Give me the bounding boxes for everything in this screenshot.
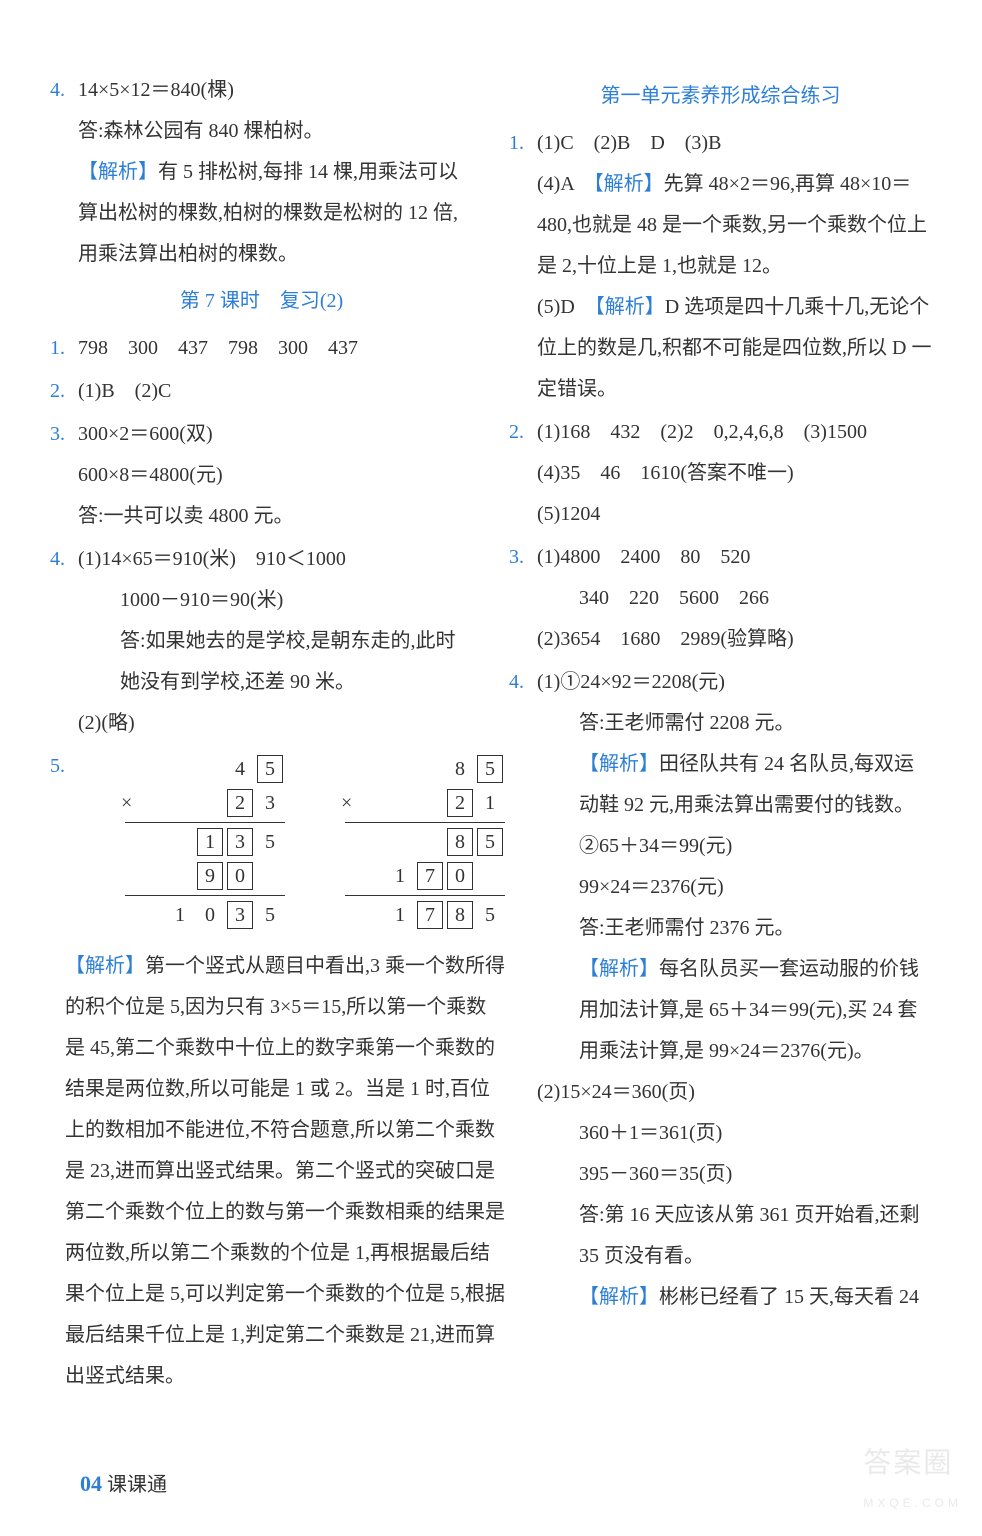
- r-q1-item: 1. (1)C (2)B D (3)B (4)A 【解析】先算 48×2＝96,…: [509, 123, 932, 410]
- item-number: 4.: [50, 539, 78, 744]
- item-number: 5.: [50, 746, 65, 1397]
- equation-line: 360＋1＝361(页): [537, 1113, 932, 1154]
- answer-line: (1)168 432 (2)2 0,2,4,6,8 (3)1500: [537, 412, 932, 453]
- analysis-block: 【解析】每名队员买一套运动服的价钱用加法计算,是 65＋34＝99(元),买 2…: [537, 949, 932, 1072]
- item-number: 1.: [509, 123, 537, 410]
- footer-label: 课课通: [107, 1474, 167, 1496]
- q3-item: 3. 300×2＝600(双) 600×8＝4800(元) 答:一共可以卖 48…: [50, 414, 473, 537]
- answer-line: (4)35 46 1610(答案不唯一): [537, 453, 932, 494]
- analysis-tag: 【解析】: [579, 958, 659, 980]
- unit-title: 第一单元素养形成综合练习: [509, 76, 932, 117]
- q4b-item: 4. (1)14×65＝910(米) 910＜1000 1000－910＝90(…: [50, 539, 473, 744]
- r-q3-item: 3. (1)4800 2400 80 520 340 220 5600 266 …: [509, 537, 932, 660]
- sub-line: (2)(略): [78, 703, 473, 744]
- item-body: (1)C (2)B D (3)B (4)A 【解析】先算 48×2＝96,再算 …: [537, 123, 932, 410]
- item-number: 1.: [50, 328, 78, 369]
- sub-line: (2)15×24＝360(页): [537, 1072, 932, 1113]
- equation-line: 99×24＝2376(元): [537, 867, 932, 908]
- r-q4-item: 4. (1)①24×92＝2208(元) 答:王老师需付 2208 元。 【解析…: [509, 662, 932, 1318]
- answer-line: 340 220 5600 266: [537, 578, 932, 619]
- vertical-multiplication-1: 45×23135901035: [125, 752, 285, 932]
- vertical-multiplication-2: 85×21851701785: [345, 752, 505, 932]
- q1-item: 1. 798 300 437 798 300 437: [50, 328, 473, 369]
- answer-line: 答:一共可以卖 4800 元。: [78, 496, 473, 537]
- analysis-tag: 【解析】: [579, 753, 659, 775]
- item-body: (1)4800 2400 80 520 340 220 5600 266 (2)…: [537, 537, 932, 660]
- sub-with-analysis: (4)A 【解析】先算 48×2＝96,再算 48×10＝480,也就是 48 …: [537, 164, 932, 287]
- vertical-multiplication-group: 45×23135901035 85×21851701785: [65, 752, 505, 932]
- analysis-tag: 【解析】: [595, 296, 665, 318]
- analysis-tag: 【解析】: [65, 955, 145, 977]
- sub-with-analysis: (5)D 【解析】D 选项是四十几乘十几,无论个位上的数是几,积都不可能是四位数…: [537, 287, 932, 410]
- answer-line: 答:王老师需付 2208 元。: [537, 703, 932, 744]
- answer-line: (1)C (2)B D (3)B: [537, 123, 932, 164]
- equation-line: 14×5×12＝840(棵): [78, 70, 473, 111]
- lesson-title: 第 7 课时 复习(2): [50, 281, 473, 322]
- equation-line: ②65＋34＝99(元): [537, 826, 932, 867]
- item-number: 4.: [509, 662, 537, 1318]
- sub-line: (1)①24×92＝2208(元): [537, 662, 932, 703]
- analysis-text: 彬彬已经看了 15 天,每天看 24: [659, 1286, 919, 1308]
- q4-item: 4. 14×5×12＝840(棵) 答:森林公园有 840 棵柏树。 【解析】有…: [50, 70, 473, 275]
- watermark-sub: MXQE.COM: [863, 1491, 962, 1516]
- item-body: 45×23135901035 85×21851701785 【解析】第一个竖式从…: [65, 746, 505, 1397]
- sub-line: (1)14×65＝910(米) 910＜1000: [78, 539, 473, 580]
- page-footer: 04 课课通: [80, 1461, 167, 1506]
- two-column-layout: 4. 14×5×12＝840(棵) 答:森林公园有 840 棵柏树。 【解析】有…: [50, 70, 932, 1399]
- watermark-main: 答案圈: [863, 1447, 953, 1478]
- item-body: 14×5×12＝840(棵) 答:森林公园有 840 棵柏树。 【解析】有 5 …: [78, 70, 473, 275]
- answer-line: (1)4800 2400 80 520: [537, 537, 932, 578]
- item-number: 2.: [50, 371, 78, 412]
- item-number: 3.: [50, 414, 78, 537]
- q2-item: 2. (1)B (2)C: [50, 371, 473, 412]
- analysis-block: 【解析】田径队共有 24 名队员,每双运动鞋 92 元,用乘法算出需要付的钱数。: [537, 744, 932, 826]
- answer-line: 答:王老师需付 2376 元。: [537, 908, 932, 949]
- equation-line: 300×2＝600(双): [78, 414, 473, 455]
- equation-line: 395－360＝35(页): [537, 1154, 932, 1195]
- answer-line: 答:第 16 天应该从第 361 页开始看,还剩35 页没有看。: [537, 1195, 932, 1277]
- left-column: 4. 14×5×12＝840(棵) 答:森林公园有 840 棵柏树。 【解析】有…: [50, 70, 473, 1399]
- watermark: 答案圈 MXQE.COM: [863, 1434, 962, 1516]
- right-column: 第一单元素养形成综合练习 1. (1)C (2)B D (3)B (4)A 【解…: [509, 70, 932, 1399]
- answer-line: (2)3654 1680 2989(验算略): [537, 619, 932, 660]
- analysis-block: 【解析】有 5 排松树,每排 14 棵,用乘法可以算出松树的棵数,柏树的棵数是松…: [78, 152, 473, 275]
- answer-line: 答:森林公园有 840 棵柏树。: [78, 111, 473, 152]
- equation-line: 1000－910＝90(米): [78, 580, 473, 621]
- analysis-tag: 【解析】: [78, 161, 158, 183]
- item-number: 3.: [509, 537, 537, 660]
- answer-line: 答:如果她去的是学校,是朝东走的,此时她没有到学校,还差 90 米。: [78, 621, 473, 703]
- analysis-block: 【解析】彬彬已经看了 15 天,每天看 24: [537, 1277, 932, 1318]
- q5-item: 5. 45×23135901035 85×21851701785 【解析】第一个…: [50, 746, 473, 1397]
- item-body: (1)14×65＝910(米) 910＜1000 1000－910＝90(米) …: [78, 539, 473, 744]
- equation-line: 600×8＝4800(元): [78, 455, 473, 496]
- item-body: (1)①24×92＝2208(元) 答:王老师需付 2208 元。 【解析】田径…: [537, 662, 932, 1318]
- sub-answer: (5)D: [537, 296, 595, 318]
- item-body: (1)168 432 (2)2 0,2,4,6,8 (3)1500 (4)35 …: [537, 412, 932, 535]
- item-number: 4.: [50, 70, 78, 275]
- page-number: 04: [80, 1471, 102, 1496]
- item-number: 2.: [509, 412, 537, 535]
- analysis-text: 第一个竖式从题目中看出,3 乘一个数所得的积个位是 5,因为只有 3×5＝15,…: [65, 955, 505, 1387]
- analysis-tag: 【解析】: [594, 173, 664, 195]
- analysis-tag: 【解析】: [579, 1286, 659, 1308]
- item-body: 300×2＝600(双) 600×8＝4800(元) 答:一共可以卖 4800 …: [78, 414, 473, 537]
- answer-line: (1)B (2)C: [78, 371, 473, 412]
- answer-line: 798 300 437 798 300 437: [78, 328, 473, 369]
- sub-answer: (4)A: [537, 173, 594, 195]
- r-q2-item: 2. (1)168 432 (2)2 0,2,4,6,8 (3)1500 (4)…: [509, 412, 932, 535]
- analysis-block: 【解析】第一个竖式从题目中看出,3 乘一个数所得的积个位是 5,因为只有 3×5…: [65, 946, 505, 1397]
- answer-line: (5)1204: [537, 494, 932, 535]
